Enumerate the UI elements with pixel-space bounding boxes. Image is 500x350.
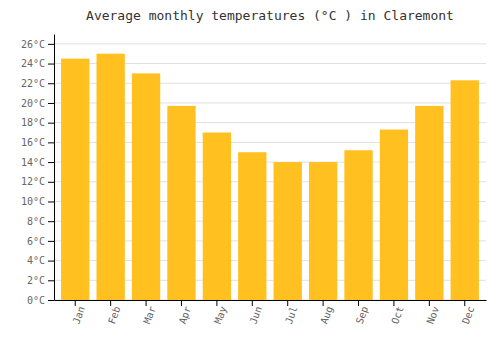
x-tick-label: Mar — [141, 305, 158, 326]
y-tick-label: 10°C — [21, 196, 45, 207]
y-tick-label: 18°C — [21, 117, 45, 128]
x-tick-label: Oct — [389, 305, 406, 326]
y-tick-line — [48, 142, 54, 143]
y-tick-line — [48, 103, 54, 104]
x-tick-label: Nov — [425, 305, 442, 326]
y-tick: 4°C — [27, 255, 54, 266]
bar — [96, 54, 124, 300]
y-tick-label: 8°C — [27, 216, 45, 227]
y-tick: 20°C — [21, 98, 54, 109]
y-tick: 22°C — [21, 78, 54, 89]
x-tick: Mar — [141, 300, 158, 326]
x-tick: Jun — [248, 300, 265, 326]
x-tick: Feb — [106, 300, 123, 326]
x-tick-label: Jul — [283, 305, 300, 326]
y-tick: 18°C — [21, 117, 54, 128]
x-tick: Jan — [71, 300, 88, 326]
x-tick: Aug — [318, 300, 335, 326]
bar — [132, 73, 160, 300]
x-tick-label: Apr — [177, 305, 194, 326]
y-tick: 16°C — [21, 137, 54, 148]
y-tick-line — [48, 123, 54, 124]
grid-line — [54, 43, 486, 44]
y-tick: 2°C — [27, 275, 54, 286]
x-tick: May — [212, 300, 229, 326]
bar — [344, 150, 372, 300]
y-tick-label: 16°C — [21, 137, 45, 148]
y-tick-line — [48, 44, 54, 45]
x-axis: Jan Feb Mar Apr May Jun Jul Aug Sep Oct Nov Dec — [55, 300, 487, 326]
y-tick-label: 12°C — [21, 176, 45, 187]
y-tick-label: 14°C — [21, 157, 45, 168]
y-tick-label: 26°C — [21, 39, 45, 50]
x-tick-label: Jan — [71, 305, 88, 326]
x-tick-label: May — [212, 305, 229, 326]
y-tick-label: 2°C — [27, 275, 45, 286]
bar — [451, 80, 479, 300]
y-tick-label: 0°C — [27, 295, 45, 306]
x-axis-line — [55, 300, 487, 301]
x-tick: Oct — [389, 300, 406, 326]
y-tick-label: 22°C — [21, 78, 45, 89]
y-tick-line — [48, 221, 54, 222]
x-tick: Jul — [283, 300, 300, 326]
y-tick: 8°C — [27, 216, 54, 227]
y-tick-line — [48, 64, 54, 65]
y-tick-label: 6°C — [27, 236, 45, 247]
x-tick-label: Jun — [248, 305, 265, 326]
y-tick: 24°C — [21, 58, 54, 69]
title: Average monthly temperatures (°C ) in Cl… — [86, 8, 454, 23]
bars — [61, 54, 479, 300]
x-tick-label: Sep — [354, 305, 371, 326]
bar — [61, 59, 89, 300]
y-tick: 14°C — [21, 157, 54, 168]
y-tick-label: 4°C — [27, 255, 45, 266]
x-tick: Dec — [460, 300, 477, 326]
bar — [380, 130, 408, 300]
y-tick-line — [48, 162, 54, 163]
x-tick-label: Dec — [460, 305, 477, 326]
y-tick: 10°C — [21, 196, 54, 207]
y-axis-line — [54, 35, 55, 301]
y-tick-label: 20°C — [21, 98, 45, 109]
y-tick-line — [48, 300, 54, 301]
bar — [309, 162, 337, 300]
y-tick-line — [48, 201, 54, 202]
y-tick: 0°C — [27, 295, 54, 306]
y-tick-label: 24°C — [21, 58, 45, 69]
y-tick-line — [48, 83, 54, 84]
bar — [203, 133, 231, 300]
bar — [415, 106, 443, 300]
bar — [274, 162, 302, 300]
y-tick-line — [48, 261, 54, 262]
x-tick-label: Feb — [106, 305, 123, 326]
y-axis: 0°C 2°C 4°C 6°C 8°C 10°C 12°C 14°C 16°C 18°C 20°C 2… — [21, 35, 55, 306]
y-tick: 26°C — [21, 39, 54, 50]
x-tick-label: Aug — [318, 305, 335, 326]
y-tick-line — [48, 241, 54, 242]
y-tick-line — [48, 280, 54, 281]
y-tick-line — [48, 182, 54, 183]
bar — [167, 106, 195, 300]
y-tick: 12°C — [21, 176, 54, 187]
bar — [238, 152, 266, 300]
y-tick: 6°C — [27, 236, 54, 247]
x-tick: Nov — [425, 300, 442, 326]
grid — [54, 44, 486, 300]
x-tick: Apr — [177, 300, 194, 326]
x-tick: Sep — [354, 300, 371, 326]
chart: 0°C 2°C 4°C 6°C 8°C 10°C 12°C 14°C 16°C 18°C 20°C 2… — [0, 0, 500, 350]
